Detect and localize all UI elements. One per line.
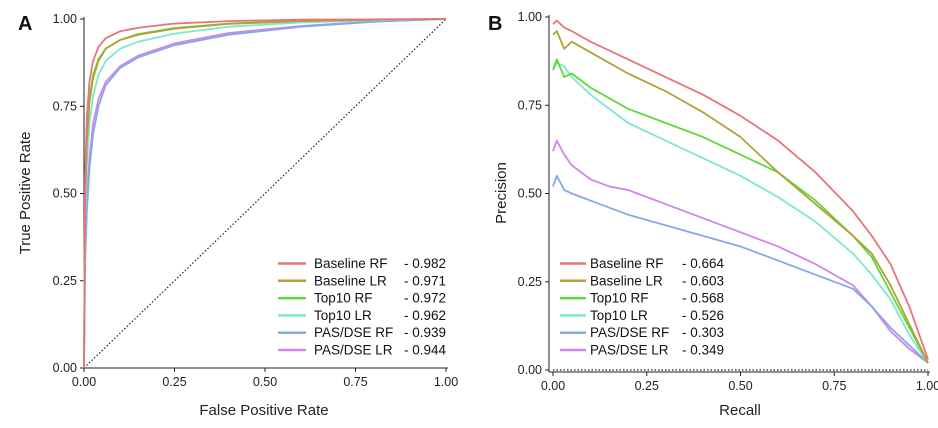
roc-y-tick-label: 0.25 bbox=[53, 274, 77, 288]
roc-legend-name-pas-dse-rf: PAS/DSE RF bbox=[314, 325, 393, 340]
roc-chart-panel: A 0.00 0.25 0.50 0.75 1.00 0.00 0.25 0.50 0.75 1.0… bbox=[17, 12, 458, 419]
roc-reference-line bbox=[83, 18, 447, 369]
pr-x-axis-title: Recall bbox=[719, 402, 761, 419]
roc-legend-value-baseline-lr: - 0.971 bbox=[404, 273, 446, 288]
roc-legend-value-pas-dse-rf: - 0.939 bbox=[404, 325, 446, 340]
pr-x-tick-label: 0.50 bbox=[728, 379, 752, 393]
roc-legend-value-baseline-rf: - 0.982 bbox=[404, 256, 446, 271]
pr-series-line-baseline-lr bbox=[552, 30, 929, 364]
pr-panel-letter: B bbox=[488, 13, 502, 35]
pr-legend-value-top10-lr: - 0.526 bbox=[682, 308, 724, 323]
roc-y-axis-title: True Positive Rate bbox=[17, 132, 34, 255]
roc-x-tick-label: 0.25 bbox=[162, 375, 186, 389]
pr-legend-value-top10-rf: - 0.568 bbox=[682, 291, 724, 306]
pr-series-line-baseline-rf bbox=[552, 19, 929, 360]
roc-legend-value-top10-rf: - 0.972 bbox=[404, 291, 446, 306]
pr-legend: Baseline RF - 0.664 Baseline LR - 0.603 Top1… bbox=[560, 256, 725, 358]
roc-legend-value-top10-lr: - 0.962 bbox=[404, 308, 446, 323]
roc-legend-value-pas-dse-lr: - 0.944 bbox=[404, 343, 447, 358]
pr-y-tick-label: 0.25 bbox=[518, 275, 542, 289]
roc-panel-letter: A bbox=[18, 13, 32, 35]
roc-series-line-pas-dse-rf bbox=[83, 18, 447, 369]
roc-y-tick-label: 1.00 bbox=[53, 12, 77, 26]
roc-legend: Baseline RF - 0.982 Baseline LR - 0.971 Top1… bbox=[278, 256, 447, 358]
roc-y-tick-label: 0.75 bbox=[53, 99, 77, 113]
roc-y-tick-label: 0.50 bbox=[53, 187, 77, 201]
roc-legend-name-top10-rf: Top10 RF bbox=[314, 291, 373, 306]
pr-y-tick-label: 0.75 bbox=[518, 98, 542, 112]
roc-series-line-top10-lr bbox=[83, 18, 447, 369]
roc-y-tick-label: 0.00 bbox=[53, 361, 77, 375]
pr-y-tick-label: 0.00 bbox=[518, 363, 542, 377]
roc-legend-name-baseline-rf: Baseline RF bbox=[314, 256, 388, 271]
roc-legend-name-pas-dse-lr: PAS/DSE LR bbox=[314, 343, 393, 358]
pr-series-line-top10-lr bbox=[552, 61, 929, 364]
roc-x-axis-title: False Positive Rate bbox=[199, 402, 328, 419]
pr-y-tick-label: 0.50 bbox=[518, 187, 542, 201]
roc-legend-name-baseline-lr: Baseline LR bbox=[314, 273, 387, 288]
pr-x-tick-label: 0.25 bbox=[635, 379, 659, 393]
pr-x-tick-label: 1.00 bbox=[916, 379, 938, 393]
roc-x-tick-label: 0.00 bbox=[72, 375, 96, 389]
pr-legend-value-pas-dse-rf: - 0.303 bbox=[682, 325, 724, 340]
roc-series-line-baseline-lr bbox=[83, 18, 447, 369]
roc-x-tick-label: 0.75 bbox=[343, 375, 367, 389]
pr-legend-value-pas-dse-lr: - 0.349 bbox=[682, 343, 724, 358]
pr-x-tick-label: 0.75 bbox=[822, 379, 846, 393]
pr-y-axis-title: Precision bbox=[493, 162, 510, 224]
roc-series-line-baseline-rf bbox=[83, 18, 447, 369]
pr-legend-name-top10-rf: Top10 RF bbox=[590, 291, 649, 306]
pr-legend-name-baseline-rf: Baseline RF bbox=[590, 256, 664, 271]
pr-y-tick-label: 1.00 bbox=[518, 10, 542, 24]
pr-series-line-pas-dse-rf bbox=[552, 174, 929, 364]
pr-legend-name-pas-dse-rf: PAS/DSE RF bbox=[590, 325, 669, 340]
pr-x-tick-label: 0.00 bbox=[541, 379, 565, 393]
pr-legend-name-top10-lr: Top10 LR bbox=[590, 308, 648, 323]
pr-legend-value-baseline-rf: - 0.664 bbox=[682, 256, 725, 271]
roc-x-tick-label: 0.50 bbox=[253, 375, 277, 389]
roc-series-lines bbox=[83, 18, 447, 369]
roc-legend-name-top10-lr: Top10 LR bbox=[314, 308, 372, 323]
pr-chart-panel: B 0.00 0.25 0.50 0.75 1.00 0.00 0.25 0.50 0.75 1.0… bbox=[488, 10, 938, 419]
roc-x-tick-label: 1.00 bbox=[434, 375, 458, 389]
pr-series-lines bbox=[552, 19, 929, 364]
pr-legend-value-baseline-lr: - 0.603 bbox=[682, 273, 724, 288]
pr-legend-name-pas-dse-lr: PAS/DSE LR bbox=[590, 343, 669, 358]
pr-legend-name-baseline-lr: Baseline LR bbox=[590, 273, 663, 288]
pr-series-line-top10-rf bbox=[552, 58, 929, 364]
